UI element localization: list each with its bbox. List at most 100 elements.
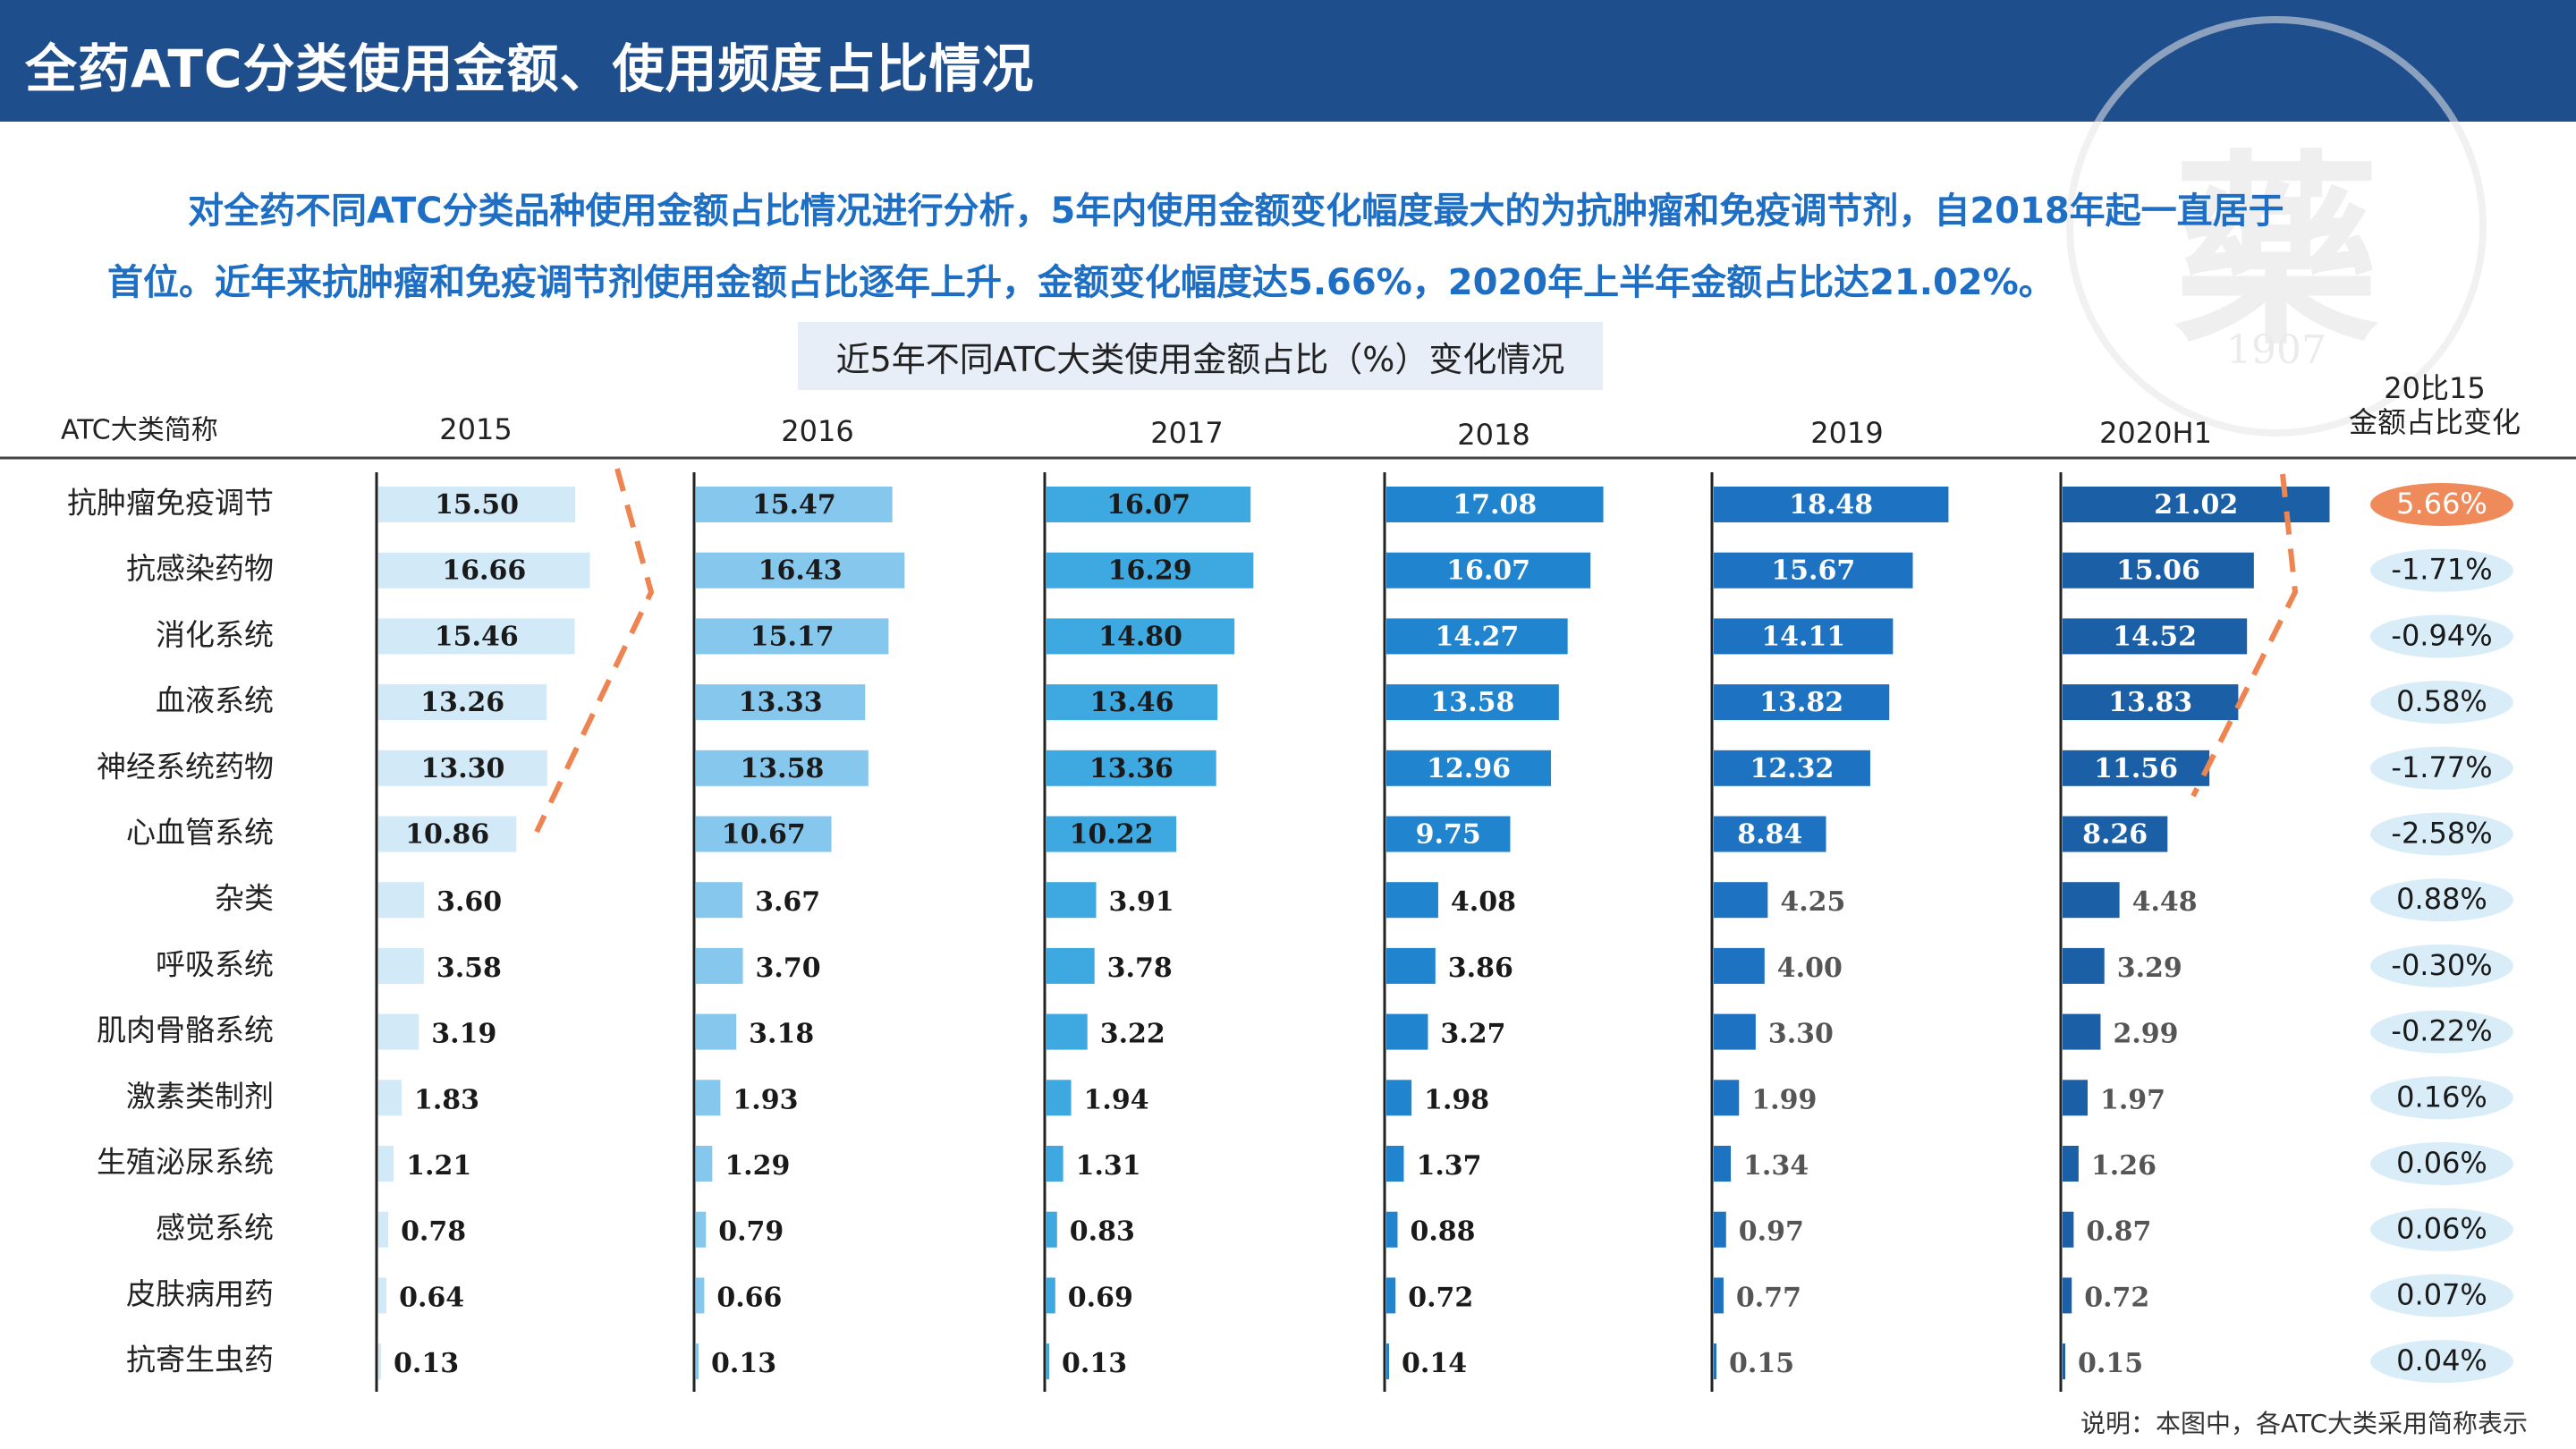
bar <box>1046 487 1251 522</box>
data-label: 1.97 <box>2100 1084 2165 1115</box>
bar <box>1714 1080 1740 1116</box>
data-label: 3.86 <box>1448 953 1513 984</box>
bar <box>1714 487 1949 522</box>
bar <box>1714 618 1894 655</box>
data-label: 1.31 <box>1076 1150 1141 1182</box>
data-label: 0.13 <box>711 1348 776 1379</box>
data-label: 15.50 <box>435 489 519 521</box>
bar <box>2063 1080 2088 1116</box>
data-label: 13.33 <box>739 687 823 718</box>
row-header-label: ATC大类简称 <box>61 415 218 446</box>
change-badge <box>2370 878 2513 922</box>
data-label: 14.27 <box>1435 621 1519 652</box>
bar <box>1046 1343 1049 1380</box>
data-label: 4.48 <box>2132 886 2198 918</box>
bar <box>1386 816 1511 852</box>
change-value: 0.04% <box>2396 1343 2487 1377</box>
data-label: 1.94 <box>1084 1084 1149 1115</box>
change-value: 0.06% <box>2396 1212 2487 1246</box>
bar <box>2063 1277 2072 1314</box>
bar <box>1714 882 1768 919</box>
bar <box>1046 1080 1072 1116</box>
data-label: 0.64 <box>399 1282 464 1313</box>
bar <box>1386 947 1436 984</box>
data-label: 3.19 <box>431 1019 496 1050</box>
series-label-2018: 2018 <box>1457 418 1530 452</box>
bar <box>1046 1211 1057 1248</box>
data-label: 1.26 <box>2091 1150 2157 1182</box>
data-label: 13.30 <box>420 753 504 784</box>
bar <box>1046 1277 1055 1314</box>
data-label: 10.22 <box>1070 819 1154 851</box>
series-label-2015: 2015 <box>439 412 512 446</box>
bar <box>696 552 905 589</box>
bar <box>2063 816 2168 852</box>
change-header-line-2: 金额占比变化 <box>2349 405 2521 439</box>
bar <box>1386 750 1552 786</box>
category-label: 消化系统 <box>156 617 274 652</box>
bar <box>378 816 517 852</box>
data-label: 2.99 <box>2113 1019 2178 1050</box>
data-label: 13.36 <box>1089 753 1174 784</box>
data-label: 10.86 <box>405 819 489 851</box>
change-value: 0.16% <box>2396 1080 2487 1114</box>
bar <box>1046 816 1177 852</box>
bar <box>378 1146 394 1182</box>
change-value: -1.77% <box>2391 750 2492 784</box>
data-label: 3.60 <box>436 886 502 918</box>
summary-text: 对全药不同ATC分类品种使用金额占比情况进行分析，5年内使用金额变化幅度最大的为… <box>107 175 2451 318</box>
change-value: -0.22% <box>2391 1014 2492 1048</box>
data-label: 14.52 <box>2113 621 2197 652</box>
bar <box>1386 1146 1404 1182</box>
bar <box>378 1013 419 1050</box>
bar <box>378 1343 381 1380</box>
data-label: 15.46 <box>435 621 519 652</box>
bar <box>2063 552 2254 589</box>
bar <box>378 552 590 589</box>
summary-line-1: 对全药不同ATC分类品种使用金额占比情况进行分析，5年内使用金额变化幅度最大的为… <box>188 191 2284 232</box>
category-label: 肌肉骨骼系统 <box>97 1013 274 1047</box>
page-title: 全药ATC分类使用金额、使用频度占比情况 <box>25 38 1035 99</box>
change-value: -0.30% <box>2391 948 2492 982</box>
data-label: 0.14 <box>1402 1348 1467 1379</box>
summary-line-2: 首位。近年来抗肿瘤和免疫调节剂使用金额占比逐年上升，金额变化幅度达5.66%，2… <box>107 262 2055 303</box>
bar <box>378 750 547 786</box>
category-label: 激素类制剂 <box>126 1079 274 1114</box>
bar <box>1386 1013 1428 1050</box>
data-label: 3.18 <box>749 1019 814 1050</box>
change-header-line-1: 20比15 <box>2384 371 2485 405</box>
series-label-2016: 2016 <box>781 414 853 448</box>
data-label: 0.97 <box>1739 1216 1804 1248</box>
data-label: 16.43 <box>758 555 843 587</box>
data-label: 14.11 <box>1761 621 1845 652</box>
footnote: 说明：本图中，各ATC大类采用简称表示 <box>2080 1409 2528 1438</box>
change-value: 5.66% <box>2396 487 2487 521</box>
bar <box>696 684 866 721</box>
bar <box>1046 947 1095 984</box>
bar <box>696 618 889 655</box>
bar <box>2063 947 2105 984</box>
category-label: 感觉系统 <box>156 1210 274 1245</box>
bar <box>1714 750 1870 786</box>
data-label: 0.66 <box>716 1282 782 1313</box>
data-label: 13.26 <box>420 687 504 718</box>
category-label: 杂类 <box>215 881 274 916</box>
change-badge <box>2370 1010 2513 1054</box>
data-label: 16.07 <box>1446 555 1530 587</box>
data-label: 8.84 <box>1737 819 1802 851</box>
data-label: 10.67 <box>722 819 806 851</box>
bar <box>2063 1146 2079 1182</box>
change-badge <box>2370 812 2513 856</box>
bar <box>1714 947 1765 984</box>
change-value: 0.07% <box>2396 1277 2487 1311</box>
bar <box>378 947 424 984</box>
data-label: 3.70 <box>756 953 821 984</box>
data-label: 8.26 <box>2082 819 2148 851</box>
data-label: 1.21 <box>406 1150 471 1182</box>
category-label: 抗感染药物 <box>126 551 274 586</box>
data-label: 15.17 <box>750 621 835 652</box>
bar <box>2063 618 2248 655</box>
data-label: 4.25 <box>1780 886 1845 918</box>
bar <box>1386 618 1568 655</box>
data-label: 0.72 <box>2084 1282 2149 1313</box>
